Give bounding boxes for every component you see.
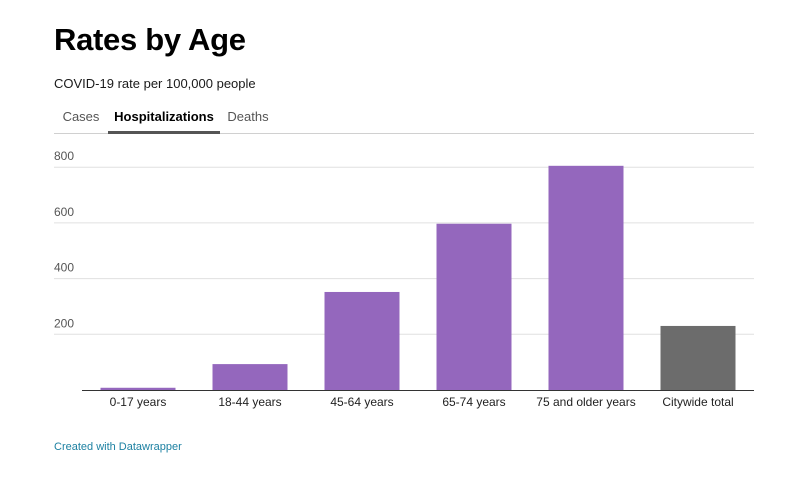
bar: [548, 165, 624, 390]
bar: [100, 387, 176, 390]
tab-hospitalizations[interactable]: Hospitalizations: [108, 108, 220, 134]
bar: [324, 291, 400, 390]
tab-deaths[interactable]: Deaths: [227, 109, 269, 124]
x-tick-label: 75 and older years: [536, 395, 635, 409]
y-tick-label: 800: [54, 150, 74, 163]
y-tick-label: 600: [54, 205, 74, 219]
chart-subtitle: COVID-19 rate per 100,000 people: [54, 76, 256, 91]
y-tick-label: 200: [54, 316, 74, 330]
chart-title: Rates by Age: [54, 22, 246, 57]
x-tick-label: 65-74 years: [442, 395, 505, 409]
bar: [660, 325, 736, 390]
bar: [436, 223, 512, 390]
x-tick-label: 18-44 years: [218, 395, 281, 409]
y-tick-label: 400: [54, 261, 74, 275]
datawrapper-credit-link[interactable]: Created with Datawrapper: [54, 441, 182, 453]
bar-chart: 200 400 600 800 0-17 years 18-44 years 45-64 y…: [54, 150, 754, 409]
x-tick-label: Citywide total: [662, 395, 733, 409]
x-tick-label: 45-64 years: [330, 395, 393, 409]
bar: [212, 364, 288, 390]
x-tick-label: 0-17 years: [110, 395, 167, 409]
metric-tabs: Cases Hospitalizations Deaths: [54, 108, 754, 134]
tab-cases[interactable]: Cases: [62, 109, 100, 124]
